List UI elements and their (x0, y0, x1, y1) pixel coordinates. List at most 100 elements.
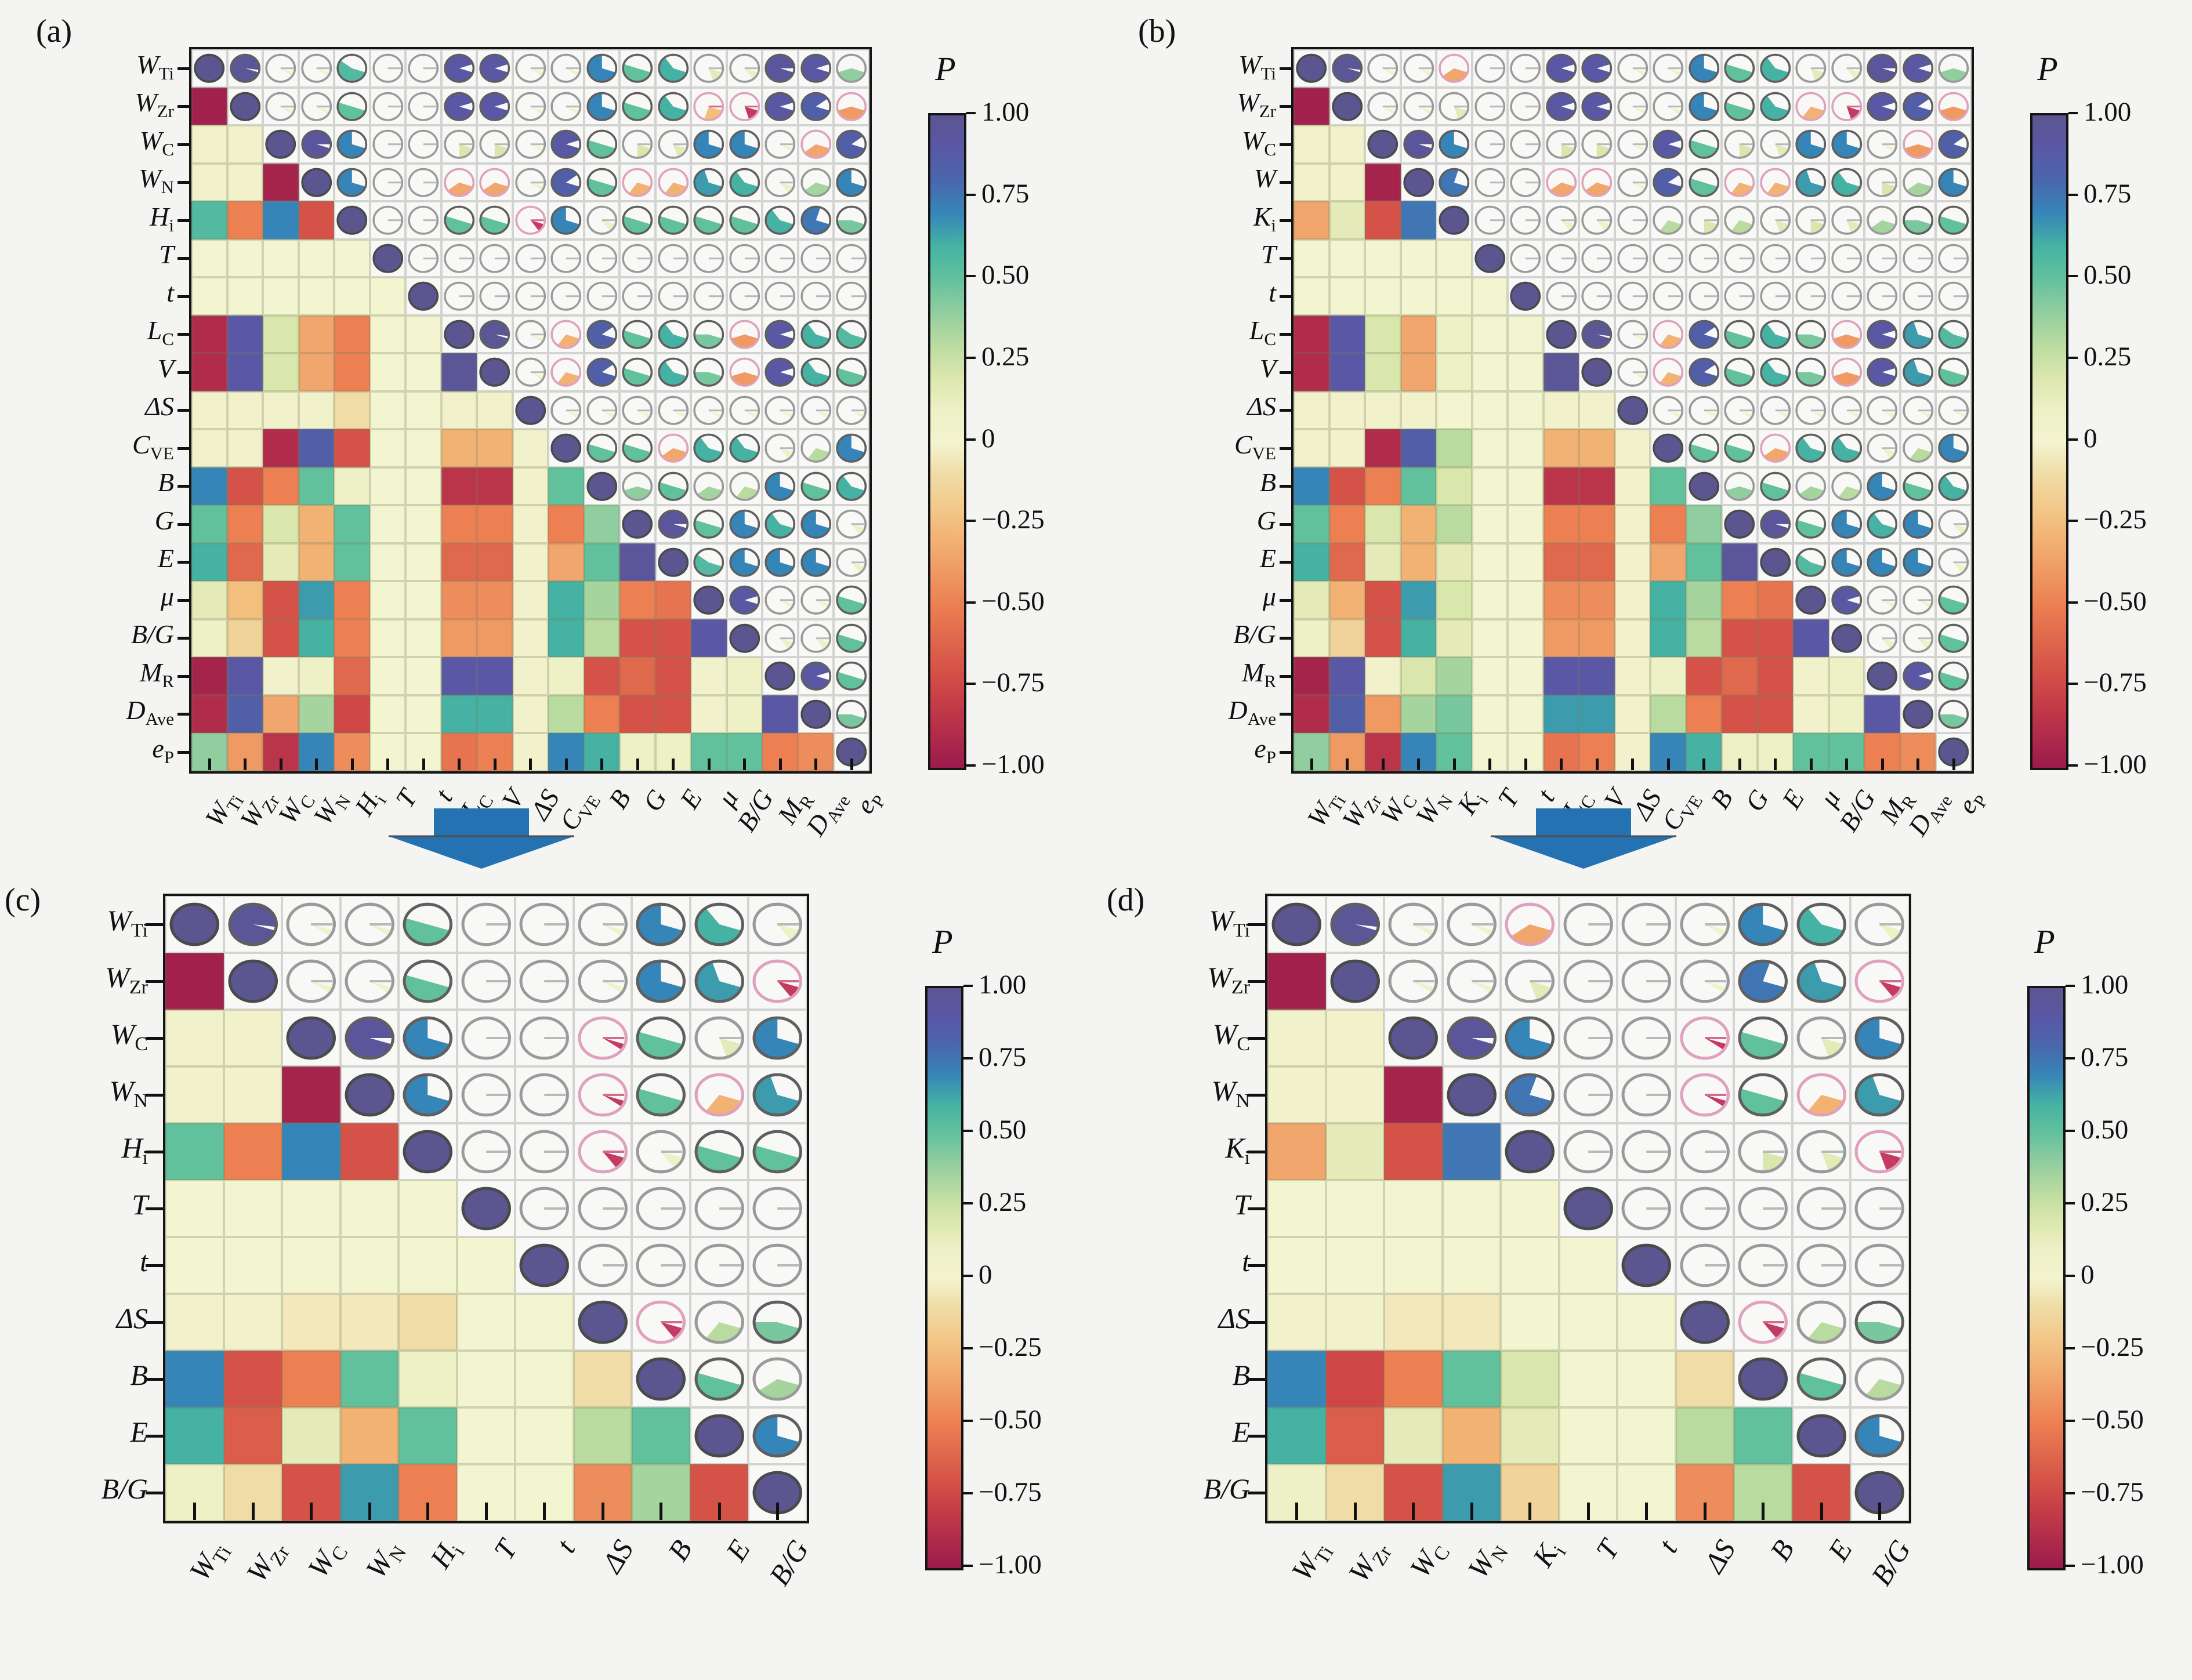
colorbar-tick (2068, 601, 2078, 604)
heat-cell (263, 315, 299, 353)
pie-glyph (1617, 395, 1648, 425)
heat-cell (477, 695, 513, 733)
pie-glyph (693, 53, 724, 83)
heat-cell (298, 543, 334, 581)
colorbar-tick (963, 985, 973, 987)
pie-glyph (515, 320, 546, 349)
x-axis-tick (660, 1503, 663, 1520)
pie-cell (1686, 353, 1722, 391)
pie-cell (1936, 87, 1972, 125)
x-axis-label: B/G (762, 1534, 815, 1591)
heat-cell (1436, 619, 1472, 657)
pie-glyph (1854, 902, 1904, 946)
pie-glyph (443, 53, 474, 83)
pie-glyph (800, 357, 831, 387)
pie-cell (1722, 239, 1758, 277)
pie-glyph (1867, 205, 1898, 235)
pie-glyph (345, 902, 394, 946)
pie-glyph (515, 205, 546, 235)
diagonal-cell (1686, 467, 1722, 505)
pie-glyph (693, 320, 724, 349)
pie-glyph (1688, 168, 1719, 197)
heat-cell (1384, 1351, 1443, 1407)
panel-b-letter: (b) (1138, 13, 1176, 49)
pie-glyph (1474, 244, 1505, 273)
pie-glyph (479, 205, 510, 235)
pie-cell (1722, 163, 1758, 201)
pie-cell (1828, 429, 1864, 467)
diagonal-cell (584, 467, 619, 505)
pie-cell (1936, 49, 1972, 88)
y-axis-label: WZr (105, 961, 148, 998)
pie-glyph (1688, 320, 1719, 349)
pie-glyph (408, 205, 439, 235)
diagonal-cell (619, 505, 655, 543)
pie-glyph (1831, 357, 1862, 387)
pie-cell (282, 953, 340, 1010)
pie-glyph (765, 395, 796, 425)
pie-cell (548, 201, 584, 240)
heat-cell (1400, 543, 1436, 581)
heat-cell (1384, 1180, 1443, 1237)
down-arrow-icon (1491, 807, 1676, 870)
diagonal-cell (690, 1407, 748, 1464)
x-axis-tick (1381, 758, 1385, 770)
pie-glyph (550, 395, 582, 425)
heat-cell (477, 391, 513, 429)
heat-cell (441, 505, 477, 543)
pie-glyph (1724, 471, 1755, 501)
pie-cell (1900, 429, 1936, 467)
pie-glyph (800, 661, 831, 691)
heat-cell (191, 239, 227, 277)
pie-cell (834, 429, 869, 467)
pie-glyph (1867, 129, 1898, 159)
pie-glyph (443, 244, 474, 273)
y-axis-tick (1248, 1378, 1265, 1381)
pie-glyph (1738, 1130, 1788, 1174)
heat-cell (548, 619, 584, 657)
x-axis-tick (1417, 758, 1421, 770)
pie-cell (655, 125, 691, 164)
y-axis-label: B (130, 1359, 148, 1391)
pie-glyph (479, 168, 510, 197)
heat-cell (191, 657, 227, 695)
colorbar-tick (2066, 1130, 2075, 1132)
y-axis-tick (177, 713, 189, 716)
pie-cell (512, 163, 548, 201)
heat-cell (1365, 277, 1401, 315)
diagonal-cell (1864, 657, 1900, 695)
heat-cell (227, 125, 263, 164)
diagonal-cell (548, 429, 584, 467)
x-axis-tick (1702, 758, 1706, 770)
heat-cell (1365, 353, 1401, 391)
pie-glyph (1831, 281, 1862, 311)
pie-cell (655, 49, 691, 88)
pie-glyph (550, 205, 582, 235)
pie-cell (655, 429, 691, 467)
pie-glyph (1902, 471, 1933, 501)
diagonal-cell (834, 733, 869, 771)
pie-cell (584, 49, 619, 88)
x-axis-tick (778, 758, 782, 770)
heat-cell (398, 1294, 457, 1351)
pie-cell (798, 315, 834, 353)
pie-glyph (1621, 1186, 1671, 1231)
heat-cell (655, 581, 691, 619)
pie-cell (298, 125, 334, 164)
heat-cell (515, 1294, 574, 1351)
pie-glyph (1867, 92, 1898, 121)
y-axis-label: DAve (126, 695, 174, 730)
heat-cell (1325, 1010, 1384, 1066)
pie-cell (1617, 896, 1676, 953)
pie-cell (690, 896, 748, 953)
y-axis-label: Ki (1225, 1131, 1250, 1169)
pie-glyph (1738, 902, 1788, 946)
x-axis-label: E (719, 1534, 757, 1567)
pie-glyph (1938, 205, 1969, 235)
pie-glyph (1902, 53, 1933, 83)
heat-cell (1384, 1237, 1443, 1294)
heat-cell (1579, 429, 1615, 467)
colorbar-title: P (2034, 923, 2055, 960)
pie-cell (369, 49, 405, 88)
heat-cell (1436, 391, 1472, 429)
